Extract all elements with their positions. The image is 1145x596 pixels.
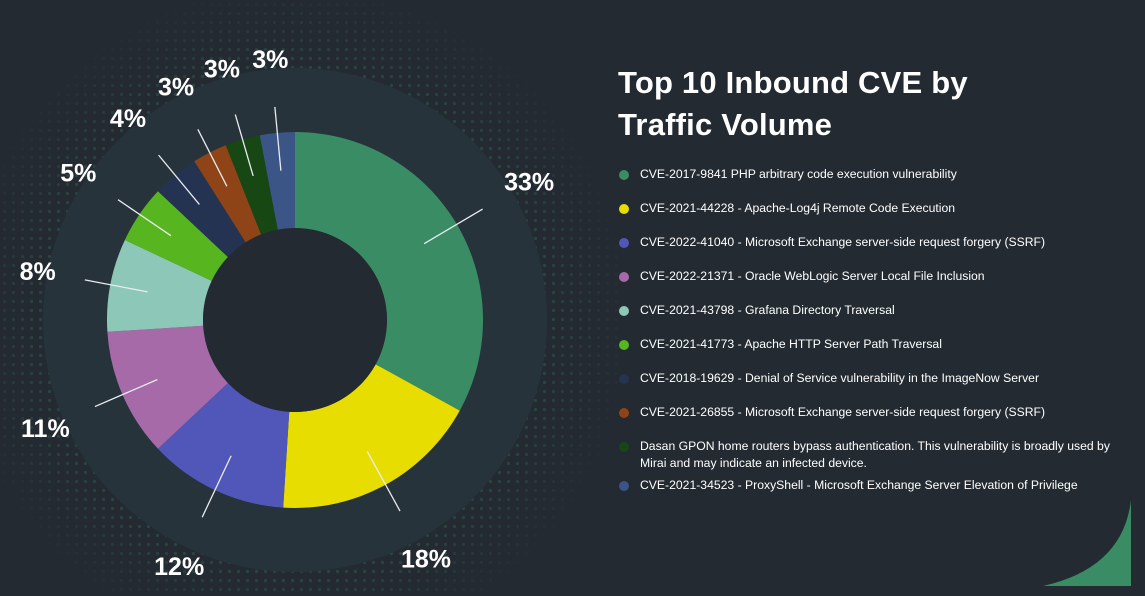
legend-color-dot-icon: [619, 481, 629, 491]
donut-slice: [295, 132, 483, 411]
legend-label: CVE-2021-44228 - Apache-Log4j Remote Cod…: [640, 201, 956, 215]
donut-slice: [106, 239, 212, 332]
donut-slice: [259, 132, 295, 230]
slice-data-label: 18%: [401, 545, 451, 573]
legend-item: CVE-2018-19629 - Denial of Service vulne…: [618, 370, 1123, 387]
legend-label: CVE-2018-19629 - Denial of Service vulne…: [640, 371, 1039, 385]
leader-line: [366, 451, 401, 512]
legend-label: CVE-2021-34523 - ProxyShell - Microsoft …: [640, 478, 1078, 492]
donut-hole: [203, 228, 387, 412]
legend-item: CVE-2021-44228 - Apache-Log4j Remote Cod…: [618, 200, 1123, 217]
slice-data-label: 5%: [60, 160, 96, 188]
legend-item: CVE-2017-9841 PHP arbitrary code executi…: [618, 166, 1123, 183]
legend-color-dot-icon: [619, 238, 629, 248]
donut-slice: [157, 382, 290, 508]
legend-color-dot-icon: [619, 170, 629, 180]
leader-line: [84, 279, 148, 293]
chart-legend: CVE-2017-9841 PHP arbitrary code executi…: [618, 166, 1123, 494]
legend-color-dot-icon: [619, 272, 629, 282]
slice-data-label: 3%: [158, 74, 194, 102]
donut-slice: [107, 325, 228, 449]
leader-line: [274, 106, 282, 171]
legend-label: Dasan GPON home routers bypass authentic…: [640, 439, 1110, 470]
legend-label: CVE-2017-9841 PHP arbitrary code executi…: [640, 167, 957, 181]
legend-label: CVE-2021-43798 - Grafana Directory Trave…: [640, 303, 895, 317]
donut-slice: [124, 191, 228, 281]
legend-item: CVE-2021-34523 - ProxyShell - Microsoft …: [618, 477, 1123, 494]
leader-line: [158, 154, 200, 205]
legend-label: CVE-2022-41040 - Microsoft Exchange serv…: [640, 235, 1046, 249]
leader-line: [423, 208, 483, 245]
legend-color-dot-icon: [619, 408, 629, 418]
legend-color-dot-icon: [619, 340, 629, 350]
donut-slice: [283, 364, 460, 508]
slice-data-label: 33%: [504, 169, 554, 197]
leader-line: [201, 455, 232, 518]
slice-data-label: 8%: [20, 258, 56, 286]
corner-accent-shape: [1043, 500, 1131, 586]
legend-label: CVE-2021-41773 - Apache HTTP Server Path…: [640, 337, 942, 351]
slice-data-label: 3%: [204, 55, 240, 83]
chart-title: Top 10 Inbound CVE by Traffic Volume: [618, 65, 968, 142]
legend-item: CVE-2022-41040 - Microsoft Exchange serv…: [618, 234, 1123, 251]
leader-line: [94, 378, 158, 408]
leader-line: [117, 199, 172, 237]
slice-data-label: 3%: [252, 46, 288, 74]
donut-slice: [225, 135, 278, 235]
leader-line: [197, 129, 228, 187]
legend-color-dot-icon: [619, 306, 629, 316]
slice-data-label: 12%: [154, 553, 204, 581]
donut-slice: [157, 161, 246, 258]
legend-item: CVE-2021-43798 - Grafana Directory Trave…: [618, 302, 1123, 319]
slice-data-label: 4%: [110, 105, 146, 133]
leader-line: [234, 114, 254, 177]
legend-label: CVE-2022-21371 - Oracle WebLogic Server …: [640, 269, 985, 283]
legend-item: CVE-2021-26855 - Microsoft Exchange serv…: [618, 404, 1123, 421]
slice-data-label: 11%: [21, 415, 70, 443]
legend-item: CVE-2022-21371 - Oracle WebLogic Server …: [618, 268, 1123, 285]
legend-color-dot-icon: [619, 374, 629, 384]
donut-slice: [194, 145, 262, 243]
legend-item: Dasan GPON home routers bypass authentic…: [618, 438, 1123, 472]
legend-color-dot-icon: [619, 442, 629, 452]
legend-label: CVE-2021-26855 - Microsoft Exchange serv…: [640, 405, 1046, 419]
legend-item: CVE-2021-41773 - Apache HTTP Server Path…: [618, 336, 1123, 353]
legend-color-dot-icon: [619, 204, 629, 214]
